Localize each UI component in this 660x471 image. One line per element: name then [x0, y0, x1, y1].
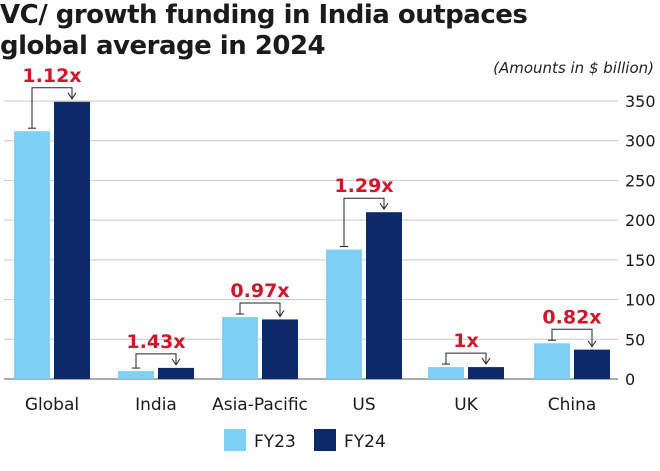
y-tick-label: 200 — [625, 211, 656, 230]
bar-fy24-asia-pacific — [262, 319, 298, 379]
connector-arrow — [379, 202, 389, 211]
growth-connector — [239, 302, 281, 317]
bar-fy23-uk — [428, 367, 464, 379]
bar-fy23-india — [118, 371, 154, 379]
bar-fy23-china — [534, 343, 570, 379]
bar-fy24-global — [54, 101, 90, 380]
legend-label-fy24: FY24 — [344, 432, 386, 452]
chart-title: VC/ growth funding in India outpaces glo… — [0, 0, 528, 61]
x-category-label: China — [548, 395, 597, 415]
legend-swatch-fy23 — [224, 429, 246, 451]
growth-connector — [343, 197, 385, 247]
chart-subtitle: (Amounts in $ billion) — [493, 59, 654, 77]
x-category-label: US — [352, 395, 375, 415]
bar-fy23-asia-pacific — [222, 317, 258, 379]
growth-multiplier-label: 1.43x — [126, 331, 185, 353]
growth-multiplier-label: 1.12x — [22, 65, 81, 87]
connector-arrow — [67, 92, 77, 100]
bar-fy24-india — [158, 367, 194, 379]
x-category-label: Asia-Pacific — [212, 395, 308, 415]
growth-multiplier-label: 0.82x — [542, 306, 601, 328]
x-category-label: UK — [454, 395, 478, 415]
bar-fy23-global — [14, 131, 50, 379]
x-category-label: Global — [25, 395, 79, 415]
growth-multiplier-label: 1x — [453, 330, 478, 352]
bar-fy24-china — [574, 349, 610, 379]
y-tick-label: 250 — [625, 171, 656, 190]
bar-fy23-us — [326, 249, 362, 379]
y-tick-label: 300 — [625, 132, 656, 151]
y-tick-label: 100 — [625, 291, 656, 310]
y-tick-label: 350 — [625, 92, 656, 111]
y-tick-label: 150 — [625, 251, 656, 270]
growth-connector — [445, 352, 487, 365]
connector-arrow — [587, 340, 597, 348]
growth-connector — [551, 328, 593, 347]
legend-swatch-fy24 — [314, 429, 336, 451]
connector-arrow — [481, 357, 491, 365]
connector-arrow — [171, 358, 181, 366]
growth-multiplier-label: 0.97x — [230, 280, 289, 302]
y-tick-label: 0 — [625, 370, 635, 389]
growth-connector — [31, 87, 73, 129]
connector-arrow — [275, 310, 285, 318]
bar-fy24-uk — [468, 367, 504, 379]
legend-label-fy23: FY23 — [254, 432, 296, 452]
growth-connector — [135, 353, 177, 369]
bar-fy24-us — [366, 212, 402, 379]
x-category-label: India — [135, 395, 177, 415]
y-tick-label: 50 — [625, 330, 645, 349]
growth-multiplier-label: 1.29x — [334, 175, 393, 197]
